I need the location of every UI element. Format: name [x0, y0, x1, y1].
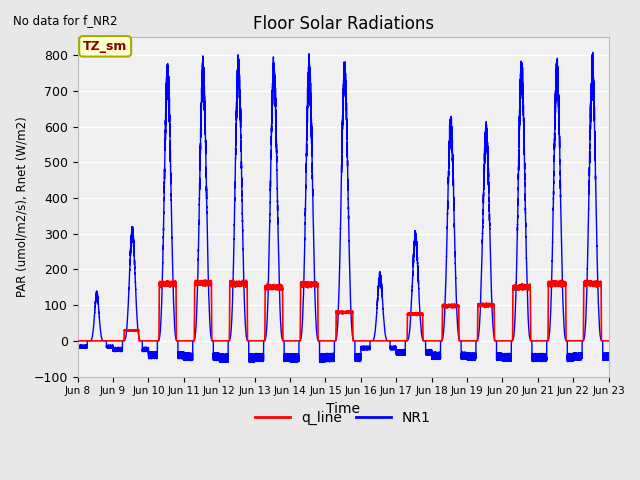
- Y-axis label: PAR (umol/m2/s), Rnet (W/m2): PAR (umol/m2/s), Rnet (W/m2): [15, 117, 28, 297]
- q_line: [102, 338, 109, 344]
- NR1: [508, 338, 515, 344]
- Text: TZ_sm: TZ_sm: [83, 40, 127, 53]
- NR1: [224, 360, 232, 365]
- NR1: [487, 278, 495, 284]
- q_line: [473, 338, 481, 344]
- Title: Floor Solar Radiations: Floor Solar Radiations: [253, 15, 434, 33]
- q_line: [487, 302, 495, 308]
- q_line: [413, 312, 420, 317]
- NR1: [500, 354, 508, 360]
- X-axis label: Time: Time: [326, 402, 360, 416]
- NR1: [473, 338, 481, 344]
- NR1: [589, 49, 596, 55]
- NR1: [605, 352, 612, 358]
- q_line: [74, 338, 81, 344]
- Line: NR1: NR1: [77, 52, 609, 362]
- Line: q_line: q_line: [77, 280, 609, 341]
- NR1: [74, 345, 81, 351]
- Text: No data for f_NR2: No data for f_NR2: [13, 14, 117, 27]
- NR1: [413, 247, 420, 253]
- q_line: [508, 338, 515, 344]
- Legend: q_line, NR1: q_line, NR1: [250, 406, 436, 431]
- q_line: [500, 338, 508, 344]
- q_line: [242, 277, 250, 283]
- q_line: [605, 338, 612, 344]
- NR1: [102, 338, 109, 344]
